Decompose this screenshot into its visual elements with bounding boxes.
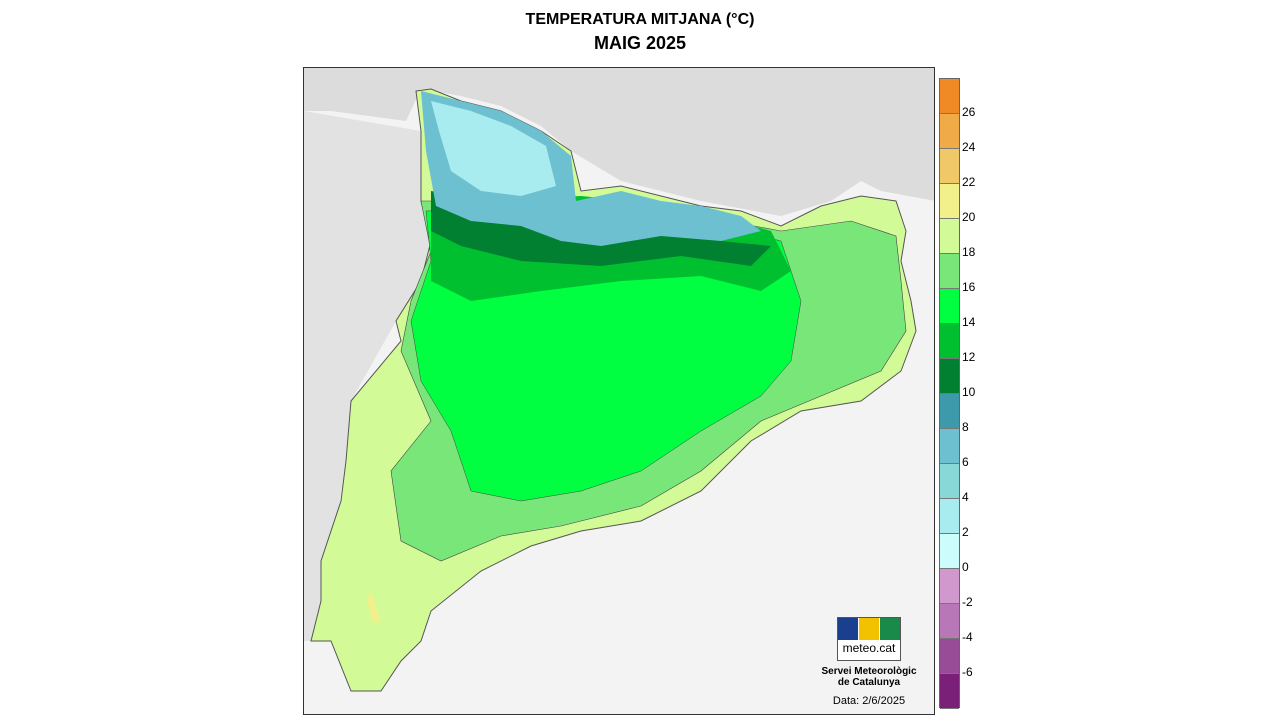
legend-bin [940, 79, 959, 114]
legend-label: 26 [962, 105, 976, 119]
neighbor-terrain-west [304, 111, 431, 641]
org-line-1: Servei Meteorològic [821, 666, 917, 677]
catalonia-map-svg [304, 68, 934, 692]
logo-lines-icon [838, 618, 858, 640]
legend-bin [940, 219, 959, 254]
legend-label: 14 [962, 315, 976, 329]
legend-label: 22 [962, 175, 976, 189]
legend-label: 4 [962, 490, 969, 504]
color-legend [939, 78, 960, 709]
legend-bin [940, 394, 959, 429]
logo-sun-icon [859, 618, 879, 640]
legend-bin [940, 324, 959, 359]
org-line-2: de Catalunya [837, 677, 901, 688]
legend-label: 10 [962, 385, 976, 399]
legend-label: 20 [962, 210, 976, 224]
legend-bin [940, 499, 959, 534]
legend-label: 24 [962, 140, 976, 154]
legend-label: 8 [962, 420, 969, 434]
map-title: TEMPERATURA MITJANA (°C) [525, 11, 755, 28]
logo-map-icon [880, 618, 900, 640]
legend-label: 12 [962, 350, 976, 364]
legend-label: -6 [962, 665, 973, 679]
legend-label: 16 [962, 280, 976, 294]
map-subtitle: MAIG 2025 [593, 33, 687, 53]
legend-bin [940, 254, 959, 289]
legend-label: -4 [962, 630, 973, 644]
neighbor-terrain [304, 68, 934, 216]
zone-ebro-delta [367, 591, 381, 623]
legend-bin [940, 359, 959, 394]
legend-bin [940, 429, 959, 464]
legend-label: 18 [962, 245, 976, 259]
legend-bin [940, 604, 959, 639]
legend-bin [940, 674, 959, 709]
data-date: Data: 2/6/2025 [832, 695, 906, 707]
legend-label: 0 [962, 560, 969, 574]
legend-bin [940, 464, 959, 499]
legend-bin [940, 639, 959, 674]
legend-bin [940, 534, 959, 569]
temperature-map [303, 67, 935, 715]
legend-bin [940, 184, 959, 219]
organization-name: Servei Meteorològic de Catalunya [812, 666, 926, 688]
legend-bin [940, 149, 959, 184]
logo-text: meteo.cat [842, 641, 896, 655]
legend-label: 2 [962, 525, 969, 539]
zone-pyrenees-coldest [431, 101, 556, 196]
legend-bin [940, 289, 959, 324]
legend-label: -2 [962, 595, 973, 609]
meteocat-logo: meteo.cat [837, 617, 901, 661]
legend-bin [940, 569, 959, 604]
legend-bin [940, 114, 959, 149]
legend-label: 6 [962, 455, 969, 469]
